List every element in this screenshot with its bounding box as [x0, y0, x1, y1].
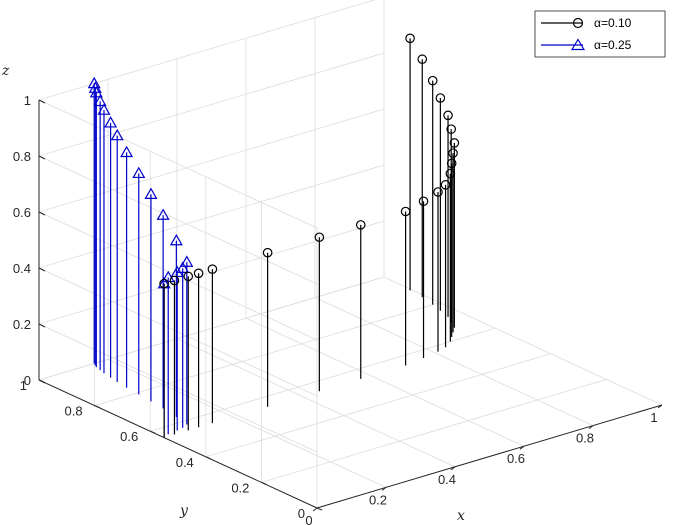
x-tick-0: [312, 507, 318, 512]
x-tick-label-3: 0.6: [507, 451, 525, 466]
z-tick-label-4: 0.8: [13, 149, 31, 164]
grid-sidewall-z-4: [38, 155, 318, 285]
x-tick-3: [519, 445, 525, 450]
x-tick-label-1: 0.2: [369, 492, 387, 507]
grid-floor-x-5: [383, 276, 663, 406]
marker-circle-s0-5: [262, 247, 273, 258]
marker-triangle-s1-8: [132, 166, 146, 179]
z-tick-label-5: 1: [24, 93, 31, 108]
marker-triangle-s1-6: [156, 208, 170, 220]
x-axis-label: x: [457, 508, 465, 524]
marker-triangle-s1-5: [169, 233, 183, 246]
marker-circle-s0-9: [418, 196, 429, 207]
marker-circle-s0-3: [193, 268, 204, 279]
grid-backwall-z-1: [38, 220, 385, 325]
y-tick-1: [261, 481, 267, 485]
marker-circle-s0-7: [355, 220, 366, 230]
x-tick-label-4: 0.8: [576, 431, 594, 446]
y-tick-label-2: 0.4: [176, 455, 194, 470]
marker-triangle-s1-7: [144, 187, 158, 199]
grid-sidewall-z-2: [38, 267, 318, 397]
legend-label-1: α=0.25: [594, 38, 632, 52]
y-tick-label-3: 0.6: [120, 429, 138, 444]
x-tick-label-0: 0: [305, 513, 312, 525]
grid-sidewall-z-1: [38, 323, 318, 453]
marker-circle-s0-20: [417, 54, 428, 65]
x-axis-line: [316, 404, 663, 509]
marker-circle-s0-19: [427, 75, 438, 86]
marker-triangle-s1-16: [87, 76, 101, 89]
x-tick-5: [657, 404, 663, 409]
grid-backwall-z-4: [38, 52, 385, 157]
x-tick-2: [450, 466, 456, 471]
y-tick-0: [316, 507, 323, 511]
y-tick-label-0: 0: [298, 506, 305, 521]
y-tick-label-5: 1: [20, 378, 27, 393]
marker-circle-s0-21: [405, 33, 415, 44]
grid-floor-x-2: [176, 338, 456, 468]
marker-circle-s0-17: [443, 110, 453, 121]
grid-floor-y-1: [261, 379, 607, 483]
marker-triangle-s1-9: [120, 145, 134, 158]
marker-triangle-s1-4: [180, 255, 194, 267]
z-tick-2: [38, 267, 46, 272]
grid-floor-y-3: [150, 327, 496, 432]
grid-backwall-z-3: [38, 108, 385, 213]
tick-labels: 0000.20.20.20.40.40.40.60.60.60.80.80.81…: [13, 93, 658, 525]
marker-triangle-s1-3: [176, 261, 190, 273]
y-tick-4: [94, 405, 100, 409]
legend-marker-circle-icon: [572, 17, 584, 29]
marker-circle-s0-6: [314, 232, 325, 243]
grid-backwall-z-2: [38, 164, 385, 269]
z-tick-label-2: 0.4: [13, 261, 31, 276]
grid-sidewall-z-5: [38, 99, 318, 229]
x-tick-label-5: 1: [650, 410, 657, 425]
marker-circle-s0-0: [159, 278, 169, 289]
z-tick-5: [38, 99, 46, 104]
y-axis-label: y: [179, 503, 189, 519]
marker-circle-s0-14: [448, 148, 458, 158]
marker-triangle-s1-10: [110, 128, 124, 141]
marker-triangle-s1-11: [104, 116, 118, 128]
legend-box: [534, 10, 666, 58]
y-tick-label-4: 0.8: [65, 404, 83, 419]
x-tick-label-2: 0.4: [438, 472, 456, 487]
z-tick-1: [38, 323, 46, 328]
z-tick-label-1: 0.2: [13, 317, 31, 332]
y-tick-3: [150, 430, 156, 434]
grid-floor-y-2: [205, 353, 551, 458]
x-tick-1: [381, 486, 387, 491]
y-tick-label-1: 0.2: [231, 480, 249, 495]
marker-circle-s0-16: [446, 124, 457, 134]
marker-triangle-s1-12: [97, 103, 111, 115]
grid-floor-x-1: [107, 359, 387, 488]
legend-label-0: α=0.10: [594, 16, 632, 30]
marker-circle-s0-18: [435, 93, 446, 103]
stem-series: [87, 33, 460, 438]
legend-marker-triangle-icon: [570, 38, 586, 51]
legend: α=0.10 α=0.25: [534, 10, 666, 58]
y-axis-line: [38, 379, 318, 509]
marker-triangle-s1-2: [170, 265, 184, 278]
y-tick-5: [38, 379, 45, 383]
marker-circle-s0-15: [449, 138, 460, 148]
grid-floor-x-3: [245, 317, 525, 447]
z-tick-label-0: 0: [24, 373, 31, 388]
z-axis-label: z: [1, 63, 10, 79]
z-tick-4: [38, 155, 46, 160]
marker-circle-s0-1: [169, 275, 180, 286]
y-tick-2: [205, 456, 211, 460]
marker-circle-s0-2: [183, 271, 194, 282]
marker-circle-s0-4: [207, 264, 218, 274]
marker-circle-s0-10: [433, 187, 443, 197]
z-tick-label-3: 0.6: [13, 205, 31, 220]
marker-triangle-s1-13: [93, 94, 107, 107]
x-tick-4: [588, 425, 594, 430]
grid-floor-y-5: [38, 276, 385, 381]
z-tick-3: [38, 211, 46, 216]
axes-layer: [38, 99, 663, 512]
